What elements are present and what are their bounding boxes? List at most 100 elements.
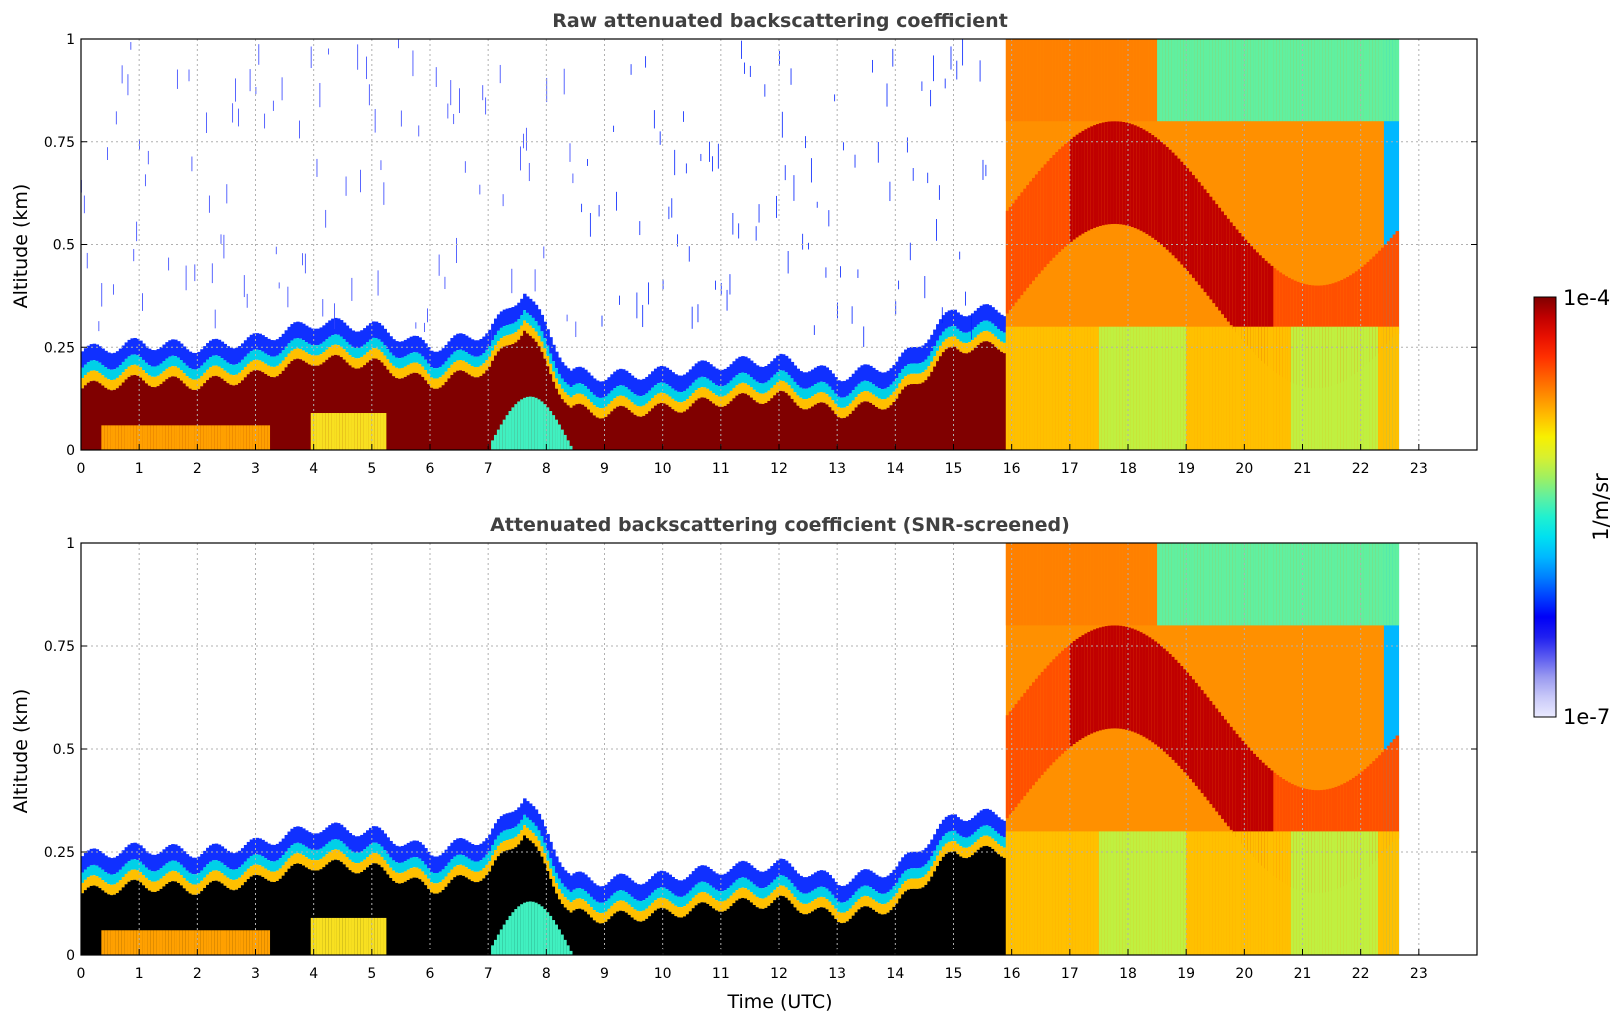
panel-title: Raw attenuated backscattering coefficien…: [552, 10, 1008, 32]
heatmap-cell: [971, 315, 972, 339]
x-tick-label: 17: [1061, 966, 1079, 982]
heatmap-cell: [235, 78, 236, 101]
heatmap-cell: [802, 234, 803, 250]
heatmap-cell: [759, 204, 760, 222]
x-tick-label: 19: [1177, 461, 1195, 477]
y-tick-label: 0.5: [53, 742, 75, 758]
x-tick-label: 20: [1235, 966, 1253, 982]
heatmap-cell: [453, 114, 454, 124]
heatmap-cell: [212, 263, 213, 283]
heatmap-cell: [613, 126, 614, 132]
heatmap-cell: [814, 325, 815, 335]
heatmap-cell: [273, 101, 274, 111]
x-tick-label: 10: [654, 966, 672, 982]
heatmap-cell: [226, 184, 227, 203]
heatmap-cell: [311, 47, 312, 68]
x-tick-label: 22: [1352, 461, 1370, 477]
heatmap-cell: [712, 156, 713, 171]
y-axis-label: Altitude (km): [10, 689, 32, 814]
heatmap-cell: [450, 80, 451, 105]
heatmap-cell: [587, 159, 588, 166]
heatmap-cell: [671, 198, 672, 217]
heatmap-cell: [491, 324, 492, 340]
x-tick-label: 0: [77, 461, 86, 477]
heatmap-cell: [122, 65, 123, 83]
heatmap-cell: [357, 44, 358, 69]
heatmap-cell: [383, 182, 384, 205]
heatmap-cell: [520, 146, 521, 170]
heatmap-cell: [808, 243, 809, 250]
heatmap-cell: [852, 306, 853, 324]
heatmap-cell: [959, 252, 960, 260]
heatmap-cell: [322, 299, 323, 316]
heatmap-cell: [133, 249, 134, 261]
heatmap-cell: [756, 226, 757, 240]
x-tick-label: 14: [886, 461, 904, 477]
heatmap-cell: [145, 174, 146, 186]
heatmap-cell: [244, 275, 245, 297]
heatmap-cell: [113, 284, 114, 294]
heatmap-cell: [215, 310, 216, 329]
heatmap-cell: [148, 151, 149, 164]
heatmap-cell: [794, 175, 795, 201]
raw-backscatter-panel: Raw attenuated backscattering coefficien…: [10, 10, 1477, 477]
y-tick-label: 0: [66, 948, 75, 964]
heatmap-cell: [1396, 39, 1400, 121]
colorbar: 1e-4 1e-7 1/m/sr: [1534, 286, 1613, 729]
heatmap-cell: [459, 88, 460, 113]
snr-screened-panel: Attenuated backscattering coefficient (S…: [10, 514, 1477, 1013]
heatmap-cell: [128, 74, 129, 95]
heatmap-cell: [805, 136, 806, 148]
x-tick-label: 10: [654, 461, 672, 477]
heatmap-cell: [887, 83, 888, 106]
x-tick-label: 1: [135, 966, 144, 982]
heatmap-cell: [872, 60, 873, 73]
heatmap-cell: [287, 287, 288, 308]
heatmap-cell: [221, 234, 222, 243]
x-tick-label: 3: [251, 461, 260, 477]
heatmap-cell: [936, 219, 937, 241]
heatmap-cell: [424, 323, 425, 332]
heatmap-cell: [692, 307, 693, 329]
x-tick-label: 2: [193, 461, 202, 477]
heatmap-cell: [709, 142, 710, 162]
heatmap-cell: [142, 293, 143, 311]
x-axis-label: Time (UTC): [726, 991, 832, 1013]
heatmap-cell: [381, 160, 382, 170]
heatmap-cell: [427, 308, 428, 322]
heatmap-cell: [619, 296, 620, 305]
y-tick-labels: 00.250.50.751: [44, 32, 75, 459]
x-tick-label: 12: [770, 966, 788, 982]
heatmap-cell: [962, 39, 963, 65]
heatmap-cell: [686, 163, 687, 173]
heatmap-cell: [930, 90, 931, 106]
heatmap-cell: [511, 269, 512, 293]
heatmap-cell: [828, 210, 829, 226]
x-tick-label: 11: [712, 966, 730, 982]
heatmap-cell: [282, 77, 283, 100]
y-tick-label: 0.75: [44, 639, 75, 655]
heatmap-cell: [744, 63, 745, 74]
heatmap-cell: [1396, 736, 1400, 839]
heatmap-cell: [317, 159, 318, 177]
heatmap-cell: [130, 42, 131, 50]
heatmap-cell: [782, 112, 783, 138]
heatmap-cell: [500, 65, 501, 83]
heatmap-cell: [895, 301, 896, 314]
x-tick-label: 6: [426, 461, 435, 477]
heatmap-cell: [700, 154, 701, 161]
heatmap-cell: [645, 56, 646, 67]
heatmap-cell: [351, 278, 352, 301]
y-tick-label: 0.25: [44, 845, 75, 861]
heatmap-cell: [413, 50, 414, 76]
x-tick-label: 12: [770, 461, 788, 477]
heatmap-cell: [648, 282, 649, 304]
heatmap-cell: [791, 68, 792, 84]
heatmap-cell: [817, 202, 818, 208]
heatmap-cell: [232, 103, 233, 122]
heatmap-cell: [375, 109, 376, 133]
heatmap-cell: [378, 270, 379, 295]
heatmap-cell: [689, 246, 690, 261]
heatmap-cell: [942, 307, 943, 323]
